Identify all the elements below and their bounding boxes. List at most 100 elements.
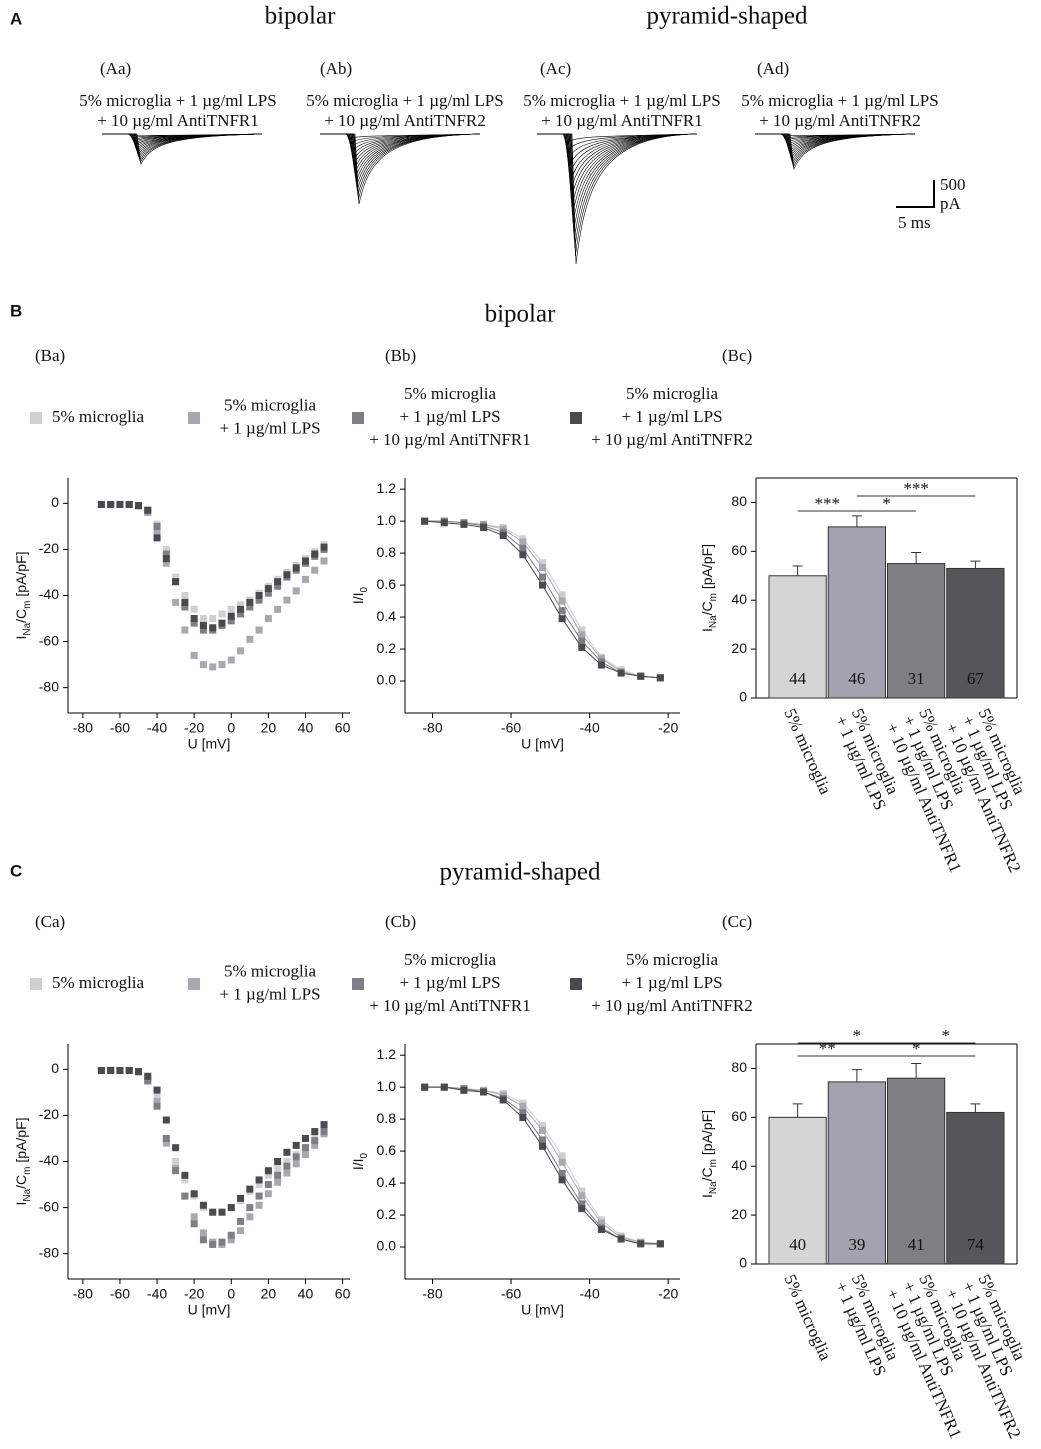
data-point bbox=[264, 1171, 272, 1179]
significance-label: *** bbox=[903, 479, 929, 498]
label-part: [pA/pF] bbox=[13, 551, 29, 600]
current-trace bbox=[755, 133, 916, 171]
data-point bbox=[301, 557, 309, 565]
y-tick-label: 1.0 bbox=[377, 512, 397, 528]
data-point bbox=[153, 527, 161, 535]
data-point bbox=[558, 1152, 566, 1160]
trace-group bbox=[102, 133, 263, 165]
trace-group bbox=[537, 133, 698, 265]
data-point bbox=[153, 534, 161, 542]
y-tick-label: -60 bbox=[39, 1198, 59, 1214]
data-point bbox=[301, 1134, 309, 1142]
data-point bbox=[558, 607, 566, 615]
data-point bbox=[519, 538, 527, 546]
data-point bbox=[539, 581, 546, 589]
data-point bbox=[264, 1190, 272, 1198]
data-point bbox=[558, 1176, 566, 1184]
n-label: 40 bbox=[789, 1235, 806, 1254]
data-point bbox=[116, 1066, 124, 1074]
error-bar bbox=[970, 1103, 981, 1113]
y-tick-label: 0.8 bbox=[377, 1110, 397, 1126]
label-part: /C bbox=[699, 1167, 715, 1181]
data-point bbox=[246, 1213, 254, 1221]
current-trace bbox=[537, 133, 698, 151]
n-label: 74 bbox=[967, 1235, 985, 1254]
data-point bbox=[218, 1238, 226, 1246]
x-tick-label: -80 bbox=[422, 1286, 442, 1302]
data-point bbox=[172, 578, 180, 586]
x-axis-label: U [mV] bbox=[188, 736, 231, 752]
data-point bbox=[172, 1167, 180, 1175]
bar bbox=[887, 1077, 946, 1265]
data-point bbox=[283, 1148, 291, 1156]
trace-label: (Ad) bbox=[757, 59, 789, 78]
data-point bbox=[274, 1164, 282, 1172]
x-tick-label: 40 bbox=[298, 1286, 314, 1302]
data-point bbox=[320, 543, 328, 551]
current-trace bbox=[537, 133, 698, 265]
data-point bbox=[162, 545, 170, 553]
data-point bbox=[311, 1141, 319, 1149]
data-point bbox=[460, 1086, 468, 1094]
data-point bbox=[264, 1167, 272, 1175]
data-point bbox=[218, 661, 226, 669]
data-point bbox=[144, 1072, 152, 1080]
data-point bbox=[237, 605, 245, 613]
series-line bbox=[424, 1086, 661, 1245]
legend-label: 5% microglia bbox=[52, 973, 145, 992]
label-part: /C bbox=[13, 609, 29, 623]
data-point bbox=[274, 582, 282, 590]
trace-caption: 5% microglia + 1 µg/ml LPS bbox=[79, 91, 276, 110]
trace-label: (Ab) bbox=[320, 59, 352, 78]
data-point bbox=[190, 605, 198, 613]
data-point bbox=[227, 605, 235, 613]
n-label: 44 bbox=[789, 669, 807, 688]
panel-label: (Bb) bbox=[385, 346, 416, 365]
trace-caption: 5% microglia + 1 µg/ml LPS bbox=[741, 91, 938, 110]
y-tick-label: 0.6 bbox=[377, 576, 397, 592]
data-point bbox=[421, 517, 429, 525]
data-point bbox=[311, 550, 319, 558]
x-tick-label: -80 bbox=[422, 720, 442, 736]
data-point bbox=[199, 1236, 207, 1244]
bar bbox=[827, 1081, 886, 1265]
y-tick-label: -80 bbox=[39, 678, 59, 694]
trace-caption: 5% microglia + 1 µg/ml LPS bbox=[306, 91, 503, 110]
data-point bbox=[135, 1068, 142, 1076]
data-point bbox=[578, 637, 586, 645]
scale-amplitude: 500 bbox=[940, 175, 966, 194]
data-point bbox=[578, 631, 586, 639]
y-tick-label: 40 bbox=[731, 591, 747, 607]
data-point bbox=[181, 598, 189, 606]
legend-label: + 1 µg/ml LPS bbox=[621, 407, 722, 426]
y-tick-label: 0.0 bbox=[377, 1238, 397, 1254]
x-tick-label: -20 bbox=[658, 720, 678, 736]
data-point bbox=[539, 573, 546, 581]
trace-group bbox=[755, 133, 916, 171]
data-point bbox=[617, 669, 625, 677]
n-label: 41 bbox=[908, 1235, 925, 1254]
data-point bbox=[255, 1201, 263, 1209]
data-point bbox=[190, 619, 198, 627]
data-point bbox=[539, 1126, 546, 1134]
current-trace bbox=[537, 133, 698, 248]
y-tick-label: 0 bbox=[739, 689, 747, 705]
subscript: Na bbox=[708, 1181, 719, 1194]
y-tick-label: 0 bbox=[51, 1060, 59, 1076]
category-label: 5% microglia+ 1 µg/ml LPS+ 10 µg/ml Anti… bbox=[882, 705, 970, 875]
data-point bbox=[172, 598, 180, 606]
data-point bbox=[519, 1109, 527, 1117]
legend-label: + 1 µg/ml LPS bbox=[621, 973, 722, 992]
data-point bbox=[637, 1240, 645, 1248]
data-point bbox=[519, 551, 527, 559]
data-point bbox=[227, 1231, 235, 1239]
n-label: 31 bbox=[908, 669, 925, 688]
data-point bbox=[578, 643, 586, 651]
data-point bbox=[227, 1204, 235, 1212]
series-line bbox=[424, 520, 661, 679]
data-point bbox=[153, 522, 161, 530]
bar bbox=[827, 526, 886, 699]
data-point bbox=[617, 1235, 625, 1243]
data-point bbox=[539, 564, 546, 572]
y-tick-label: -60 bbox=[39, 632, 59, 648]
